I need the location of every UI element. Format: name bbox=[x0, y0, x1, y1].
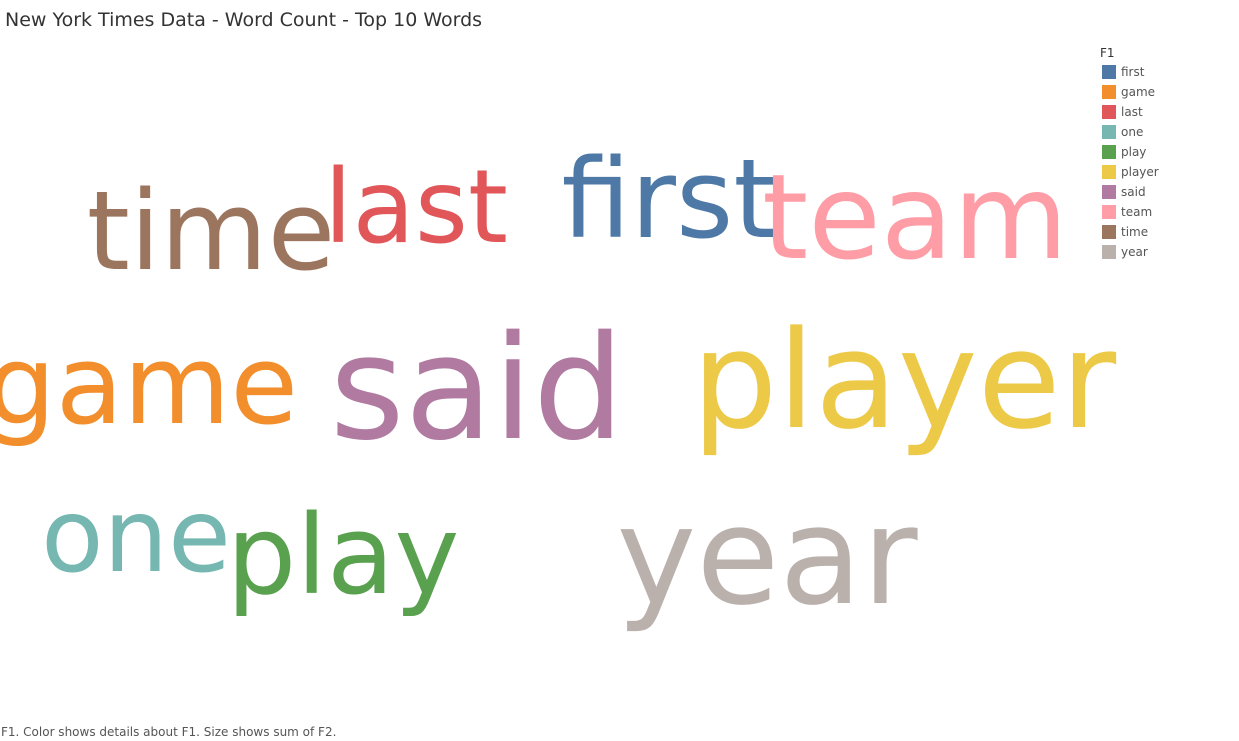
legend-item[interactable]: one bbox=[1100, 122, 1159, 142]
legend-label: year bbox=[1121, 245, 1148, 259]
legend-label: first bbox=[1121, 65, 1145, 79]
legend-item[interactable]: said bbox=[1100, 182, 1159, 202]
chart-title: New York Times Data - Word Count - Top 1… bbox=[5, 9, 483, 31]
word-year[interactable]: year bbox=[616, 478, 918, 635]
word-player[interactable]: player bbox=[692, 302, 1117, 459]
legend-label: said bbox=[1121, 185, 1146, 199]
chart-caption: F1. Color shows details about F1. Size s… bbox=[1, 725, 337, 739]
legend-item[interactable]: last bbox=[1100, 102, 1159, 122]
legend-swatch bbox=[1102, 85, 1116, 99]
legend-item[interactable]: player bbox=[1100, 162, 1159, 182]
legend-label: team bbox=[1121, 205, 1153, 219]
legend-swatch bbox=[1102, 125, 1116, 139]
legend-swatch bbox=[1102, 225, 1116, 239]
word-first[interactable]: first bbox=[562, 135, 777, 263]
word-last[interactable]: last bbox=[324, 148, 508, 267]
legend-swatch bbox=[1102, 185, 1116, 199]
legend-swatch bbox=[1102, 145, 1116, 159]
word-one[interactable]: one bbox=[41, 477, 231, 596]
legend-label: play bbox=[1121, 145, 1147, 159]
legend-swatch bbox=[1102, 65, 1116, 79]
legend: F1 first game last one play player said … bbox=[1100, 46, 1159, 262]
legend-label: last bbox=[1121, 105, 1143, 119]
legend-label: one bbox=[1121, 125, 1144, 139]
legend-label: time bbox=[1121, 225, 1149, 239]
legend-item[interactable]: time bbox=[1100, 222, 1159, 242]
legend-swatch bbox=[1102, 105, 1116, 119]
word-play[interactable]: play bbox=[227, 491, 460, 619]
legend-title: F1 bbox=[1100, 46, 1115, 60]
legend-item[interactable]: game bbox=[1100, 82, 1159, 102]
word-game[interactable]: game bbox=[0, 321, 298, 449]
legend-item[interactable]: play bbox=[1100, 142, 1159, 162]
legend-label: game bbox=[1121, 85, 1156, 99]
word-team[interactable]: team bbox=[762, 148, 1068, 286]
legend-label: player bbox=[1121, 165, 1159, 179]
word-time[interactable]: time bbox=[87, 167, 336, 295]
word-said[interactable]: said bbox=[330, 304, 625, 472]
legend-swatch bbox=[1102, 165, 1116, 179]
legend-item[interactable]: first bbox=[1100, 62, 1159, 82]
legend-swatch bbox=[1102, 205, 1116, 219]
legend-item[interactable]: team bbox=[1100, 202, 1159, 222]
legend-swatch bbox=[1102, 245, 1116, 259]
legend-item[interactable]: year bbox=[1100, 242, 1159, 262]
